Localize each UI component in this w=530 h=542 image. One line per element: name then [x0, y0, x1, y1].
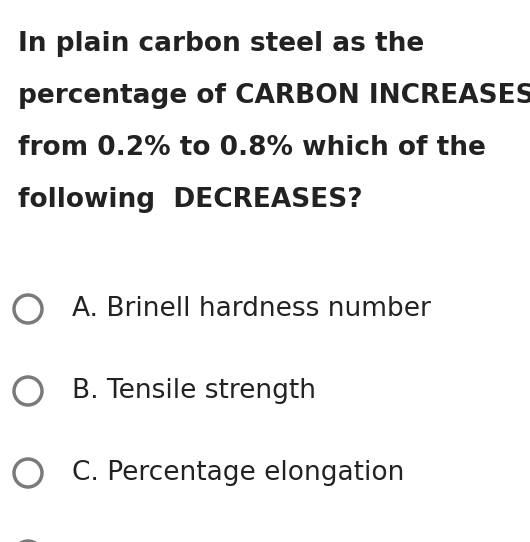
Text: from 0.2% to 0.8% which of the: from 0.2% to 0.8% which of the: [18, 135, 486, 161]
Text: C. Percentage elongation: C. Percentage elongation: [72, 460, 404, 486]
Text: A. Brinell hardness number: A. Brinell hardness number: [72, 296, 431, 322]
Text: following  DECREASES?: following DECREASES?: [18, 187, 363, 213]
Text: In plain carbon steel as the: In plain carbon steel as the: [18, 31, 424, 57]
Text: percentage of CARBON INCREASES: percentage of CARBON INCREASES: [18, 83, 530, 109]
Text: B. Tensile strength: B. Tensile strength: [72, 378, 316, 404]
